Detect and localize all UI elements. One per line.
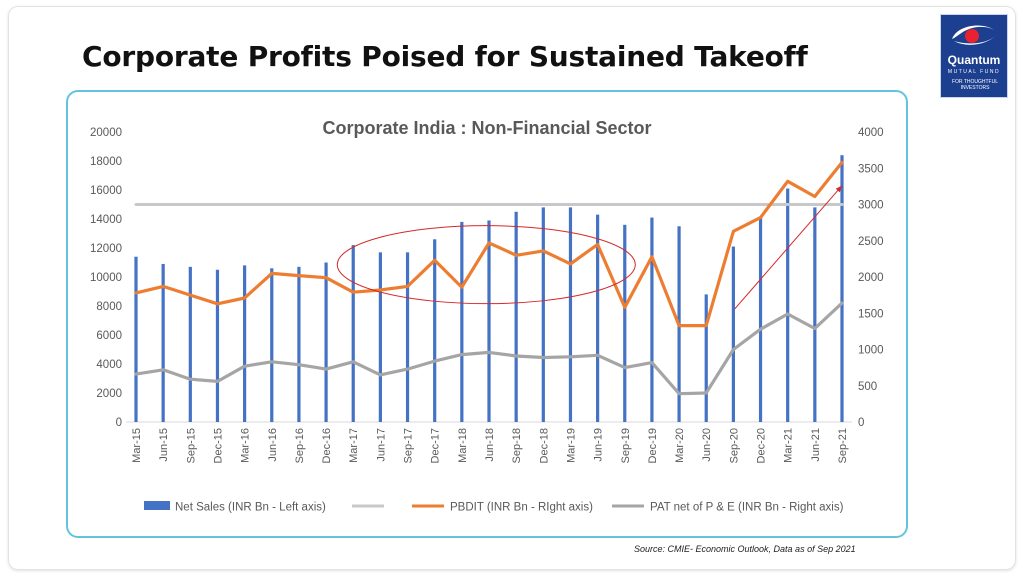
bar-net-sales xyxy=(758,217,763,422)
y-right-tick-label: 4000 xyxy=(858,127,884,139)
bar-net-sales xyxy=(161,263,165,422)
y-left-tick-label: 20000 xyxy=(90,127,122,139)
y-left-tick-label: 2000 xyxy=(96,388,122,400)
highlight-ellipse xyxy=(336,225,636,305)
x-tick-label: Jun-17 xyxy=(375,428,387,462)
x-tick-label: Mar-19 xyxy=(565,428,577,463)
x-tick-label: Jun-21 xyxy=(810,428,822,462)
x-tick-label: Jun-20 xyxy=(701,428,713,462)
logo-name: Quantum xyxy=(947,53,1001,67)
logo-subtitle: MUTUAL FUND xyxy=(947,69,1001,75)
bar-net-sales xyxy=(568,207,573,422)
y-left-tick-label: 10000 xyxy=(90,272,122,284)
bar-net-sales xyxy=(188,266,192,422)
x-tick-label: Mar-18 xyxy=(457,428,469,463)
bar-net-sales xyxy=(270,268,274,422)
bar-net-sales xyxy=(541,207,545,422)
legend-pat: PAT net of P & E (INR Bn - Right axis) xyxy=(612,502,844,514)
x-tick-label: Mar-17 xyxy=(348,428,360,463)
bar-net-sales xyxy=(704,294,708,422)
x-tick-label: Mar-21 xyxy=(783,428,795,463)
x-tick-label: Dec-16 xyxy=(321,428,333,463)
x-tick-label: Sep-21 xyxy=(837,428,849,463)
chart-container: Corporate India : Non-Financial Sector 0… xyxy=(66,90,908,538)
y-left-tick-label: 18000 xyxy=(90,156,122,168)
bar-net-sales xyxy=(324,262,328,422)
bar-net-sales xyxy=(215,269,220,422)
bar-net-sales xyxy=(813,207,817,422)
y-left-tick-label: 14000 xyxy=(90,214,122,226)
quantum-emblem-icon xyxy=(952,25,996,45)
y-right-tick-label: 0 xyxy=(858,417,864,429)
bar-net-sales xyxy=(243,265,247,422)
x-tick-label: Jun-15 xyxy=(158,428,170,462)
x-tick-label: Dec-18 xyxy=(538,428,550,463)
legend-label: PAT net of P & E (INR Bn - Right axis) xyxy=(650,502,844,514)
x-tick-label: Mar-16 xyxy=(240,428,252,463)
pbdit-line xyxy=(134,160,844,328)
x-tick-label: Sep-15 xyxy=(185,428,197,463)
bar-net-sales xyxy=(351,245,355,422)
bar-net-sales xyxy=(487,220,491,422)
bar-net-sales xyxy=(650,217,654,422)
y-right-tick-label: 1500 xyxy=(858,308,884,320)
bar-net-sales xyxy=(460,221,464,422)
y-right-tick-label: 2000 xyxy=(858,272,884,284)
bar-net-sales xyxy=(378,252,382,422)
bar-net-sales xyxy=(731,246,735,422)
x-tick-label: Mar-20 xyxy=(674,428,686,463)
x-tick-label: Jun-18 xyxy=(484,428,496,462)
chart-title: Corporate India : Non-Financial Sector xyxy=(322,118,651,138)
x-tick-label: Jun-19 xyxy=(593,428,605,462)
x-tick-label: Jun-16 xyxy=(267,428,279,462)
bar-net-sales xyxy=(405,252,410,422)
y-right-tick-label: 2500 xyxy=(858,236,884,248)
x-tick-label: Sep-20 xyxy=(728,428,740,463)
slide-frame xyxy=(8,6,1016,570)
bar-net-sales xyxy=(840,155,844,422)
x-tick-label: Sep-19 xyxy=(620,428,632,463)
slide-title: Corporate Profits Poised for Sustained T… xyxy=(82,40,808,73)
y-left-tick-label: 6000 xyxy=(96,330,122,342)
x-tick-label: Sep-16 xyxy=(294,428,306,463)
y-left-tick-label: 4000 xyxy=(96,359,122,371)
x-tick-label: Dec-19 xyxy=(647,428,659,463)
x-tick-label: Dec-17 xyxy=(430,428,442,463)
y-right-tick-label: 3500 xyxy=(858,163,884,175)
bar-net-sales xyxy=(514,211,518,422)
y-left-tick-label: 16000 xyxy=(90,185,122,197)
x-tick-label: Sep-17 xyxy=(403,428,415,463)
y-left-tick-label: 0 xyxy=(116,417,122,429)
x-tick-label: Mar-15 xyxy=(131,428,143,463)
bar-net-sales xyxy=(433,239,437,422)
legend-net-sales: Net Sales (INR Bn - Left axis) xyxy=(144,501,326,514)
trend-arrow-line xyxy=(734,185,843,310)
chart-svg: Corporate India : Non-Financial Sector 0… xyxy=(90,118,884,514)
y-right-tick-label: 1000 xyxy=(858,345,884,357)
y-right-tick-label: 3000 xyxy=(858,200,884,212)
legend-label: PBDIT (INR Bn - RIght axis) xyxy=(450,502,593,514)
legend-pbdit: PBDIT (INR Bn - RIght axis) xyxy=(412,502,593,514)
y-left-tick-label: 8000 xyxy=(96,301,122,313)
bar-net-sales xyxy=(623,224,627,422)
pat-line xyxy=(134,301,844,396)
legend-swatch xyxy=(144,501,170,510)
x-tick-label: Dec-20 xyxy=(756,428,768,463)
x-tick-label: Dec-15 xyxy=(212,428,224,463)
quantum-logo: Quantum MUTUAL FUND FOR THOUGHTFUL INVES… xyxy=(940,14,1008,98)
y-left-tick-label: 12000 xyxy=(90,243,122,255)
bar-net-sales xyxy=(134,256,138,422)
bar-net-sales xyxy=(596,214,600,422)
x-tick-label: Sep-18 xyxy=(511,428,523,463)
legend-label: Net Sales (INR Bn - Left axis) xyxy=(175,502,326,514)
y-right-tick-label: 500 xyxy=(858,381,877,393)
trend-arrowhead-icon xyxy=(835,185,842,193)
bar-net-sales xyxy=(786,188,790,422)
logo-tagline: FOR THOUGHTFUL INVESTORS xyxy=(951,79,999,91)
bar-net-sales xyxy=(297,266,301,422)
source-note: Source: CMIE- Economic Outlook, Data as … xyxy=(634,544,856,554)
